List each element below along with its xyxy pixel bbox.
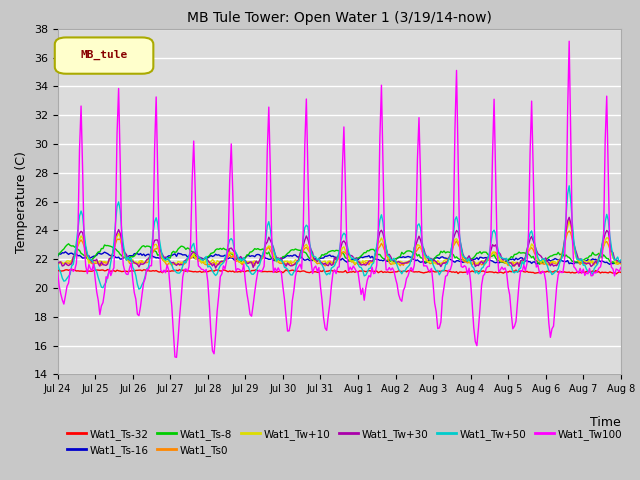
FancyBboxPatch shape bbox=[55, 37, 154, 74]
Legend: Wat1_Ts-32, Wat1_Ts-16, Wat1_Ts-8, Wat1_Ts0, Wat1_Tw+10, Wat1_Tw+30, Wat1_Tw+50,: Wat1_Ts-32, Wat1_Ts-16, Wat1_Ts-8, Wat1_… bbox=[63, 424, 627, 460]
Text: MB_tule: MB_tule bbox=[80, 50, 127, 60]
Text: Time: Time bbox=[590, 416, 621, 429]
Y-axis label: Temperature (C): Temperature (C) bbox=[15, 151, 28, 252]
Title: MB Tule Tower: Open Water 1 (3/19/14-now): MB Tule Tower: Open Water 1 (3/19/14-now… bbox=[187, 11, 492, 25]
